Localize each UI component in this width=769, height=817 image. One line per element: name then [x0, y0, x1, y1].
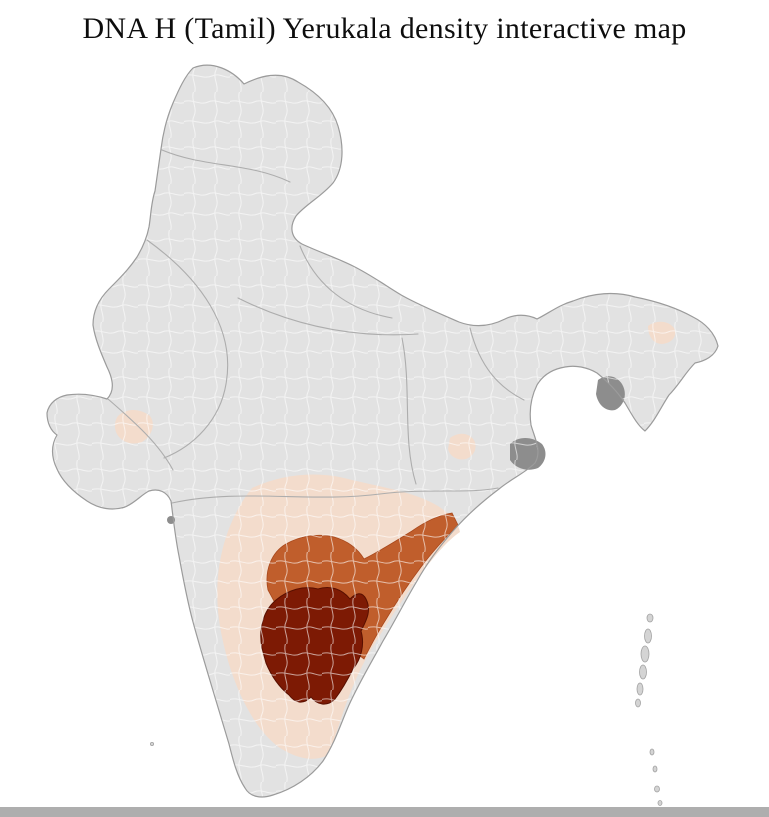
andaman-nicobar-islands[interactable] — [149, 613, 663, 806]
state-line-maharashtra — [171, 487, 499, 504]
state-line-chhattisgarh — [401, 337, 417, 485]
page-title: DNA H (Tamil) Yerukala density interacti… — [82, 12, 687, 45]
state-line-bengal — [469, 327, 525, 401]
state-boundaries — [107, 149, 525, 504]
horizontal-scrollbar[interactable] — [0, 807, 769, 817]
state-line-up-mp — [237, 297, 419, 336]
lakshadweep-island — [149, 742, 154, 747]
state-line-himachal — [161, 149, 291, 183]
state-line-gujarat — [107, 398, 174, 471]
state-line-up — [299, 245, 393, 319]
state-line-rajasthan — [146, 239, 229, 459]
